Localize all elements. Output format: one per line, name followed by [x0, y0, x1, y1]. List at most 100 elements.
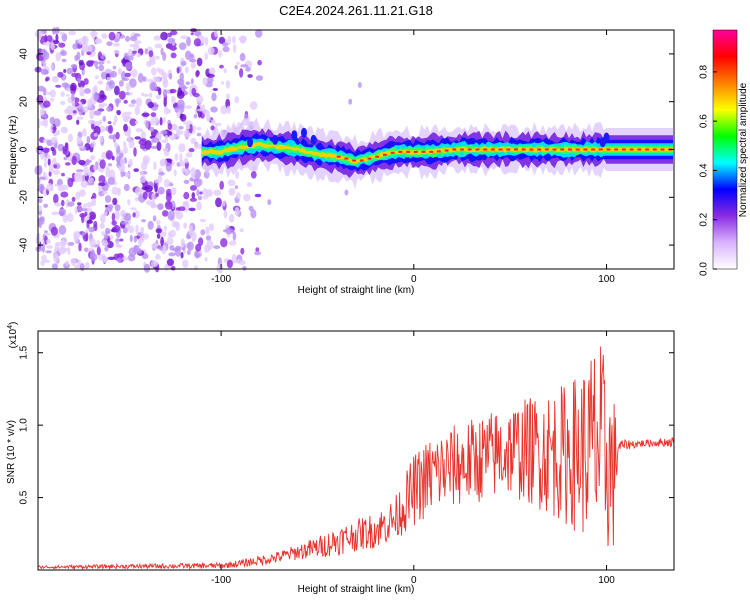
spectrogram-noise-blob — [114, 114, 118, 123]
spectrogram-noise-blob — [187, 249, 191, 255]
spectrogram-noise-blob — [97, 61, 105, 65]
spectrogram-noise-blob — [43, 161, 47, 168]
spectrogram-noise-blob — [55, 129, 61, 136]
snr-y-tick-label: 1.5 — [19, 345, 30, 359]
spectrogram-noise-blob — [180, 86, 188, 90]
spectrogram-noise-blob — [141, 112, 150, 118]
spectrogram-noise-blob — [99, 222, 105, 229]
spectrogram-noise-blob — [41, 254, 47, 261]
spectrogram-noise-blob — [88, 60, 96, 64]
spectrogram-noise-blob — [189, 197, 197, 202]
spectrogram-noise-blob — [37, 165, 43, 175]
spectrogram-noise-blob — [75, 191, 81, 200]
spectrogram-noise-blob — [67, 177, 74, 188]
spectrogram-noise-blob — [90, 249, 96, 259]
spectrogram-noise-blob — [179, 153, 183, 163]
spectrogram-noise-blob — [195, 70, 200, 78]
snr-y-axis-label: SNR (10 * v/v) — [6, 420, 17, 484]
spectrogram-noise-blob — [93, 84, 98, 93]
spectrogram-noise-blob — [52, 76, 59, 80]
spectrogram-noise-blob — [204, 244, 211, 253]
spectrogram-ridge-bump — [272, 134, 279, 145]
spectrogram-noise-blob — [141, 186, 150, 191]
spectrogram-noise-blob — [190, 78, 194, 85]
spectrogram-noise-blob — [105, 150, 113, 160]
spectrogram-noise-blob — [162, 88, 167, 98]
spectrogram-noise-blob — [183, 157, 189, 164]
spectrogram-noise-blob — [81, 174, 86, 183]
spectrogram-noise-blob — [61, 199, 65, 207]
spectrogram-noise-blob — [215, 197, 222, 208]
spectrogram-noise-blob — [81, 35, 89, 45]
spectrogram-noise-blob — [222, 200, 226, 207]
spectrogram-noise-blob — [185, 50, 192, 60]
spectrogram-noise-blob — [160, 31, 168, 41]
spectrogram-noise-blob — [44, 34, 48, 43]
spectrogram-noise-blob — [77, 202, 82, 206]
spectrogram-noise-blob — [123, 145, 128, 155]
spectrogram-noise-blob — [129, 44, 137, 48]
spectrogram-noise-blob — [102, 191, 108, 195]
spectrogram-noise-blob — [177, 78, 185, 86]
spectrogram-noise-blob — [178, 143, 186, 153]
spectrogram-noise-blob — [205, 226, 210, 232]
spectrogram-noise-blob — [74, 206, 78, 214]
snr-multiplier-close: ) — [8, 322, 19, 325]
spectrogram-noise-blob — [83, 203, 87, 209]
spectrogram-noise-blob — [223, 210, 228, 219]
spectrogram-noise-blob — [112, 133, 117, 143]
spectrogram-noise-blob — [77, 205, 82, 213]
spectrogram-noise-blob — [52, 164, 58, 169]
spectrogram-noise-blob — [205, 235, 212, 241]
spectrogram-noise-blob — [142, 93, 150, 97]
spectrogram-noise-blob — [155, 254, 161, 260]
spectrogram-noise-blob — [135, 187, 142, 196]
spectrogram-noise-blob — [234, 96, 239, 104]
spectrogram-noise-blob — [96, 246, 101, 256]
spectrogram-noise-blob — [177, 99, 185, 110]
spectrogram-noise-blob — [230, 229, 235, 234]
spectrogram-noise-blob — [225, 80, 231, 89]
spectrogram-noise-blob — [89, 238, 96, 248]
spectrogram-noise-blob — [48, 171, 52, 177]
spectrogram-noise-blob — [144, 48, 148, 55]
spectrogram-noise-blob — [89, 214, 96, 220]
spectrogram-noise-blob — [133, 168, 139, 173]
spectrogram-noise-blob — [205, 189, 213, 198]
spectrogram-noise-blob — [60, 126, 68, 134]
spectrogram-noise-blob — [122, 227, 128, 234]
spectrogram-noise-blob — [65, 93, 70, 97]
spectrogram-noise-blob — [110, 72, 114, 77]
spectrogram-noise-blob — [117, 187, 121, 193]
spectrogram-noise-blob — [239, 228, 244, 232]
spectrogram-noise-blob — [142, 253, 149, 260]
spectrogram-noise-blob — [113, 210, 120, 221]
spectrogram-noise-blob — [101, 33, 108, 39]
spectrogram-noise-blob — [170, 95, 176, 104]
spectrogram-noise-blob — [243, 193, 251, 202]
spectrogram-noise-blob — [193, 177, 202, 188]
spectrogram-noise-blob — [125, 91, 130, 96]
spectrogram-noise-blob — [180, 252, 184, 259]
spectrogram-noise-blob — [90, 155, 96, 161]
spectrogram-noise-blob — [167, 123, 173, 130]
spectrogram-noise-blob — [189, 58, 197, 63]
spectrogram-noise-blob — [80, 207, 88, 212]
spectrogram-x-axis-label: Height of straight line (km) — [298, 285, 415, 296]
spectrogram-noise-blob — [348, 98, 353, 105]
spectrogram-noise-blob — [226, 93, 231, 99]
spectrogram-noise-blob — [121, 111, 130, 122]
snr-x-tick-label: 100 — [598, 575, 615, 586]
spectrogram-noise-blob — [130, 99, 137, 105]
spectrogram-noise-blob — [156, 219, 161, 225]
spectrogram-noise-blob — [179, 113, 184, 119]
spectrogram-noise-blob — [114, 142, 119, 149]
spectrogram-noise-blob — [135, 224, 139, 235]
spectrogram-noise-blob — [54, 202, 62, 207]
spectrogram-noise-blob — [107, 256, 116, 260]
snr-x-axis-label: Height of straight line (km) — [298, 584, 415, 595]
spectrogram-noise-blob — [125, 61, 133, 70]
spectrogram-noise-blob — [240, 64, 249, 68]
spectrogram-noise-blob — [113, 42, 120, 47]
spectrogram-noise-blob — [234, 65, 238, 70]
